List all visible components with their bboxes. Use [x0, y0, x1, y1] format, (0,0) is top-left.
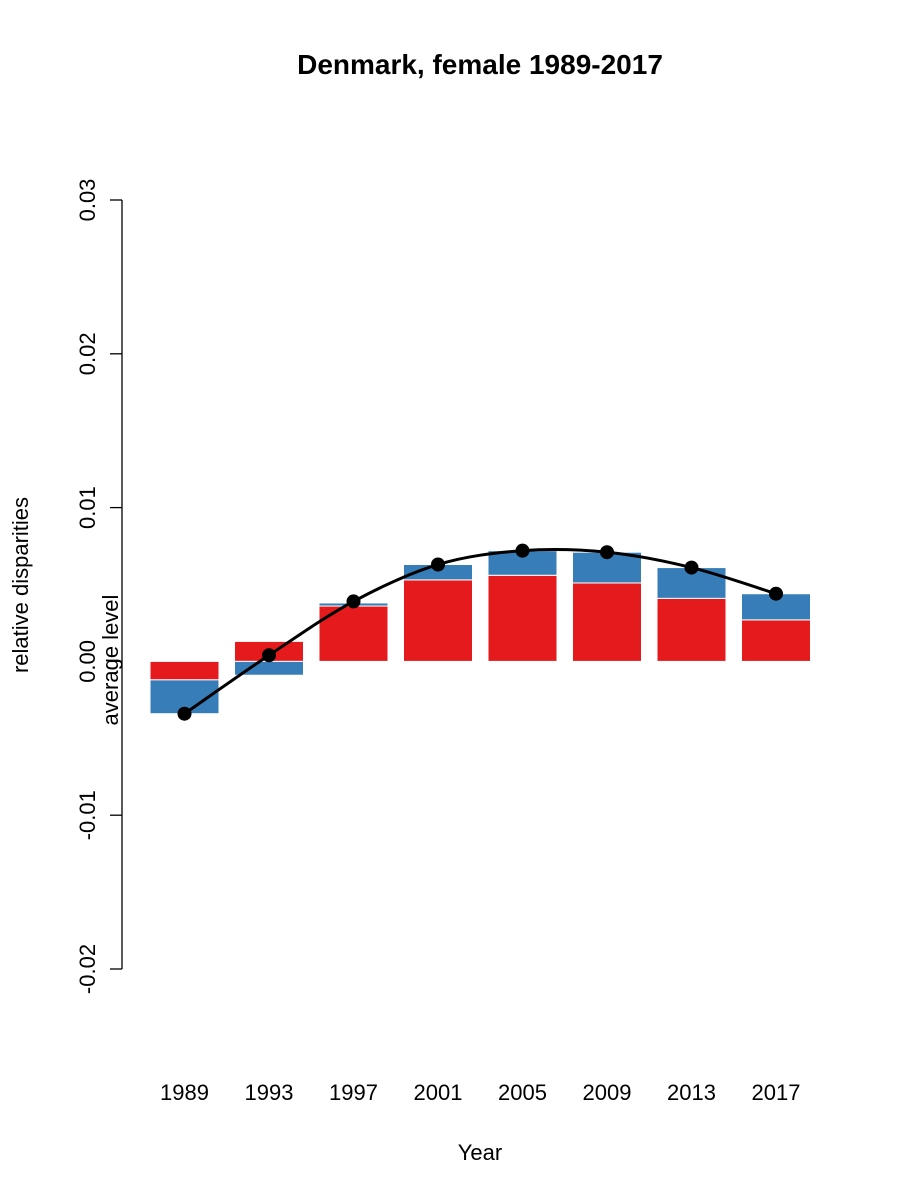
x-tick-label: 2009 — [583, 1080, 632, 1105]
chart-title: Denmark, female 1989-2017 — [297, 49, 663, 80]
bar-segment-series-1 — [572, 582, 642, 662]
x-tick-label: 2013 — [667, 1080, 716, 1105]
y-tick-label: -0.02 — [75, 944, 100, 994]
bar-segment-series-1 — [741, 619, 811, 662]
average-level-point — [431, 557, 445, 572]
y-tick-label: 0.02 — [75, 332, 100, 375]
x-tick-label: 1989 — [160, 1080, 209, 1105]
average-level-point — [346, 594, 361, 609]
y-axis-title: relative disparities — [8, 497, 33, 673]
average-level-point — [769, 586, 783, 601]
average-level-point — [177, 706, 192, 721]
bar-segment-series-1 — [403, 579, 473, 662]
x-tick-label: 2001 — [414, 1080, 463, 1105]
x-tick-label: 1993 — [245, 1080, 294, 1105]
average-level-point — [684, 560, 699, 575]
y-tick-label: 0.01 — [75, 486, 100, 529]
bar-series-group — [149, 550, 811, 715]
average-level-line-group — [177, 543, 783, 721]
bar-segment-series-2 — [572, 551, 642, 584]
average-level-point — [262, 648, 276, 663]
y-axis-secondary-title: average level — [98, 595, 123, 726]
average-level-point — [600, 545, 614, 560]
bar-segment-series-1 — [149, 660, 220, 681]
x-tick-label: 2017 — [752, 1080, 801, 1105]
x-tick-labels: 1989 1993 1997 2001 2005 2009 2013 2017 — [160, 1080, 800, 1105]
bar-segment-series-1 — [487, 574, 558, 662]
average-level-point — [515, 543, 530, 558]
y-tick-label: 0.00 — [75, 640, 100, 683]
y-tick-label: 0.03 — [75, 179, 100, 222]
y-axis: -0.02 -0.01 0.00 0.01 0.02 0.03 — [75, 179, 123, 994]
x-tick-label: 2005 — [498, 1080, 547, 1105]
x-axis-title: Year — [458, 1140, 502, 1165]
bar-segment-series-1 — [656, 597, 727, 662]
x-tick-label: 1997 — [329, 1080, 378, 1105]
y-tick-label: -0.01 — [75, 790, 100, 840]
